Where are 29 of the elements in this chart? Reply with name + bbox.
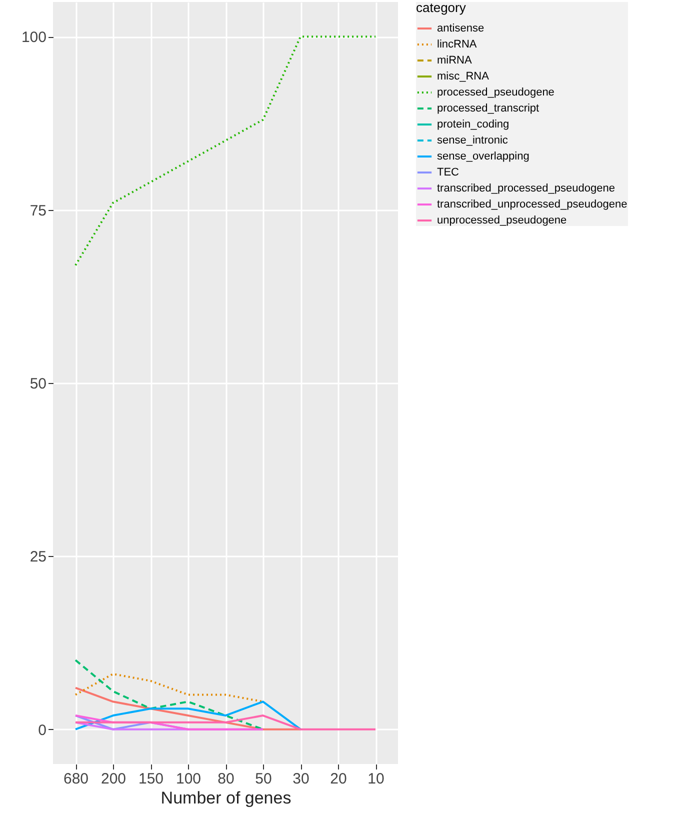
legend-label: miRNA [437,54,472,66]
x-tick-label: 100 [176,770,202,788]
legend-label: TEC [437,166,460,178]
legend-label: misc_RNA [437,70,490,82]
legend-title: category [416,0,466,15]
x-axis-title: Number of genes [160,788,292,808]
y-tick-label: 100 [21,29,46,46]
legend-label: sense_intronic [437,134,508,146]
legend-label: lincRNA [437,38,478,50]
x-tick-label: 680 [63,770,89,788]
legend-label: protein_coding [437,118,510,130]
legend-label: sense_overlapping [437,150,530,162]
x-tick-label: 80 [218,770,234,788]
legend-label: transcribed_processed_pseudogene [437,182,615,194]
y-tick-label: 0 [38,722,46,739]
x-tick-label: 50 [255,770,272,788]
x-tick-label: 200 [100,770,126,788]
y-tick-label: 50 [30,376,46,392]
y-tick-label: 75 [30,202,46,220]
x-tick-label: 10 [368,770,384,788]
y-tick-label: 25 [30,548,46,566]
x-tick-label: 30 [292,770,310,788]
x-tick-label: 150 [138,770,164,788]
legend-label: antisense [437,22,484,34]
legend-label: unprocessed_pseudogene [437,214,567,226]
x-tick-label: 20 [330,770,347,788]
legend-label: processed_pseudogene [437,86,554,98]
legend-label: transcribed_unprocessed_pseudogene [437,198,628,210]
legend-label: processed_transcript [437,102,540,114]
